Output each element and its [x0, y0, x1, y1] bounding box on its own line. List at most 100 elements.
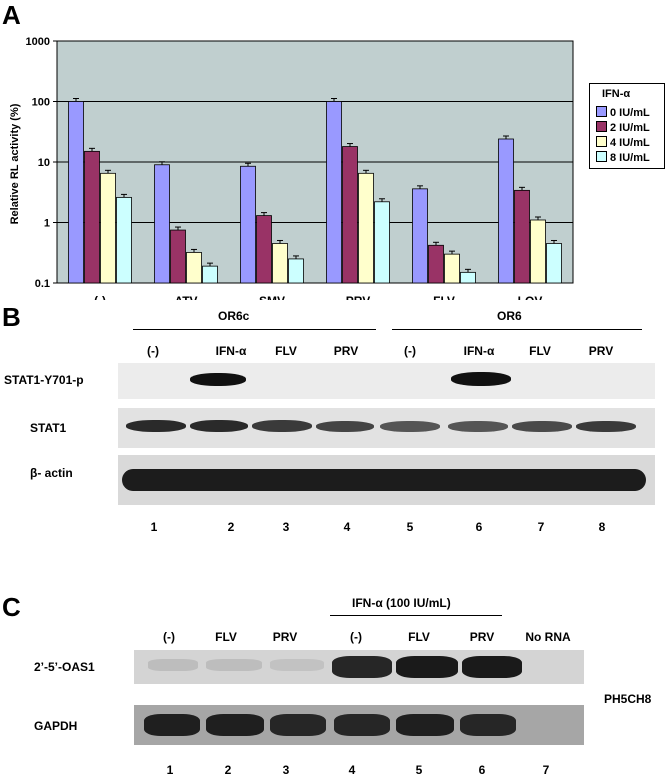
legend-swatch — [596, 136, 607, 147]
legend-label: 8 IU/mL — [610, 152, 650, 164]
bar-PRV-8 IU/mL — [374, 201, 390, 284]
x-tick-label: (-) — [94, 294, 106, 300]
bar-ATV-2 IU/mL — [170, 229, 186, 284]
lane-label-b7: FLV — [529, 344, 551, 358]
bar-SMV-4 IU/mL — [272, 243, 288, 284]
group-label-or6c: OR6c — [218, 309, 250, 323]
bar-PRV-0 IU/mL — [326, 101, 342, 284]
blot-stat1 — [118, 408, 655, 448]
bar-LOV-8 IU/mL — [546, 243, 562, 284]
chart-legend: IFN-α 0 IU/mL 2 IU/mL 4 IU/mL 8 IU/mL — [589, 83, 665, 169]
x-tick-label: LOV — [518, 294, 543, 300]
lane-label-c1: (-) — [163, 630, 175, 644]
lane-label-c5: FLV — [408, 630, 430, 644]
row-label-gapdh: GAPDH — [34, 719, 78, 733]
lane-number-b1: 1 — [150, 520, 158, 534]
lane-number-c1: 1 — [166, 763, 174, 777]
bar-LOV-2 IU/mL — [514, 189, 530, 284]
legend-entry-0: 0 IU/mL — [596, 106, 650, 119]
band — [451, 372, 511, 386]
lane-label-b6: IFN-α — [463, 344, 495, 358]
lane-label-b5: (-) — [404, 344, 416, 358]
band — [512, 421, 572, 432]
lane-number-b2: 2 — [227, 520, 235, 534]
group-label-or6: OR6 — [497, 309, 522, 323]
y-axis-label: Relative RL activity (%) — [9, 103, 21, 225]
band — [144, 714, 200, 736]
group-line-or6c — [133, 329, 376, 330]
gel-oas1 — [134, 650, 584, 684]
legend-label: 0 IU/mL — [610, 107, 650, 119]
bar-SMV-2 IU/mL — [256, 215, 272, 284]
bar-(-)-0 IU/mL — [68, 101, 84, 284]
row-label-stat1-p: STAT1-Y701-p — [4, 373, 84, 387]
lane-label-c3: PRV — [272, 630, 298, 644]
x-tick-label: ATV — [174, 294, 197, 300]
lane-label-b1: (-) — [147, 344, 159, 358]
treatment-line — [330, 615, 502, 616]
band — [334, 714, 390, 736]
band — [190, 420, 248, 432]
legend-entry-1: 2 IU/mL — [596, 121, 650, 134]
bar-SMV-0 IU/mL — [240, 165, 256, 284]
bar-SMV-8 IU/mL — [288, 258, 304, 284]
bar-ATV-4 IU/mL — [186, 252, 202, 284]
legend-swatch — [596, 151, 607, 162]
x-tick-label: SMV — [259, 294, 285, 300]
band — [460, 714, 516, 736]
band — [270, 714, 326, 736]
lane-number-b7: 7 — [537, 520, 545, 534]
bar-ATV-8 IU/mL — [202, 265, 218, 284]
bar-FLV-8 IU/mL — [460, 271, 476, 284]
band — [206, 714, 264, 736]
lane-number-b3: 3 — [282, 520, 290, 534]
y-tick-label: 1000 — [26, 36, 50, 48]
row-label-stat1: STAT1 — [30, 421, 67, 435]
band — [148, 659, 198, 671]
legend-swatch — [596, 106, 607, 117]
legend-label: 2 IU/mL — [610, 122, 650, 134]
band — [206, 659, 262, 671]
band — [126, 420, 186, 432]
lane-number-c5: 5 — [415, 763, 423, 777]
legend-swatch — [596, 121, 607, 132]
lane-number-c2: 2 — [224, 763, 232, 777]
bar-PRV-2 IU/mL — [342, 146, 358, 284]
lane-number-b8: 8 — [598, 520, 606, 534]
lane-label-b8: PRV — [588, 344, 614, 358]
bar-FLV-4 IU/mL — [444, 253, 460, 284]
lane-label-c6: PRV — [469, 630, 495, 644]
panel-c-letter: C — [2, 592, 21, 622]
bar-(-)-8 IU/mL — [116, 196, 132, 284]
lane-number-c3: 3 — [282, 763, 290, 777]
lane-number-b6: 6 — [475, 520, 483, 534]
bar-LOV-0 IU/mL — [498, 138, 514, 284]
bar-ATV-0 IU/mL — [154, 164, 170, 284]
lane-label-b4: PRV — [333, 344, 359, 358]
row-label-beta-actin: β- actin — [30, 466, 73, 480]
blot-beta-actin — [118, 455, 655, 505]
cell-line-label: PH5CH8 — [604, 692, 652, 706]
x-tick-label: FLV — [433, 294, 455, 300]
band — [316, 421, 374, 432]
bar-FLV-2 IU/mL — [428, 244, 444, 284]
lane-label-c2: FLV — [215, 630, 237, 644]
treatment-label: IFN-α (100 IU/mL) — [352, 596, 451, 610]
lane-label-b3: FLV — [275, 344, 297, 358]
bar-(-)-2 IU/mL — [84, 150, 100, 284]
y-tick-label: 100 — [32, 97, 50, 109]
y-tick-label: 10 — [38, 157, 50, 169]
group-line-or6 — [392, 329, 642, 330]
band — [190, 373, 246, 386]
band — [122, 469, 646, 491]
lane-number-b4: 4 — [343, 520, 351, 534]
lane-label-b2: IFN-α — [215, 344, 247, 358]
lane-label-c7: No RNA — [525, 630, 571, 644]
panel-a-letter: A — [2, 0, 21, 30]
band — [380, 421, 440, 432]
legend-entry-2: 4 IU/mL — [596, 136, 650, 149]
band — [576, 421, 636, 432]
panel-b-letter: B — [2, 302, 21, 332]
bar-PRV-4 IU/mL — [358, 172, 374, 284]
legend-label: 4 IU/mL — [610, 137, 650, 149]
